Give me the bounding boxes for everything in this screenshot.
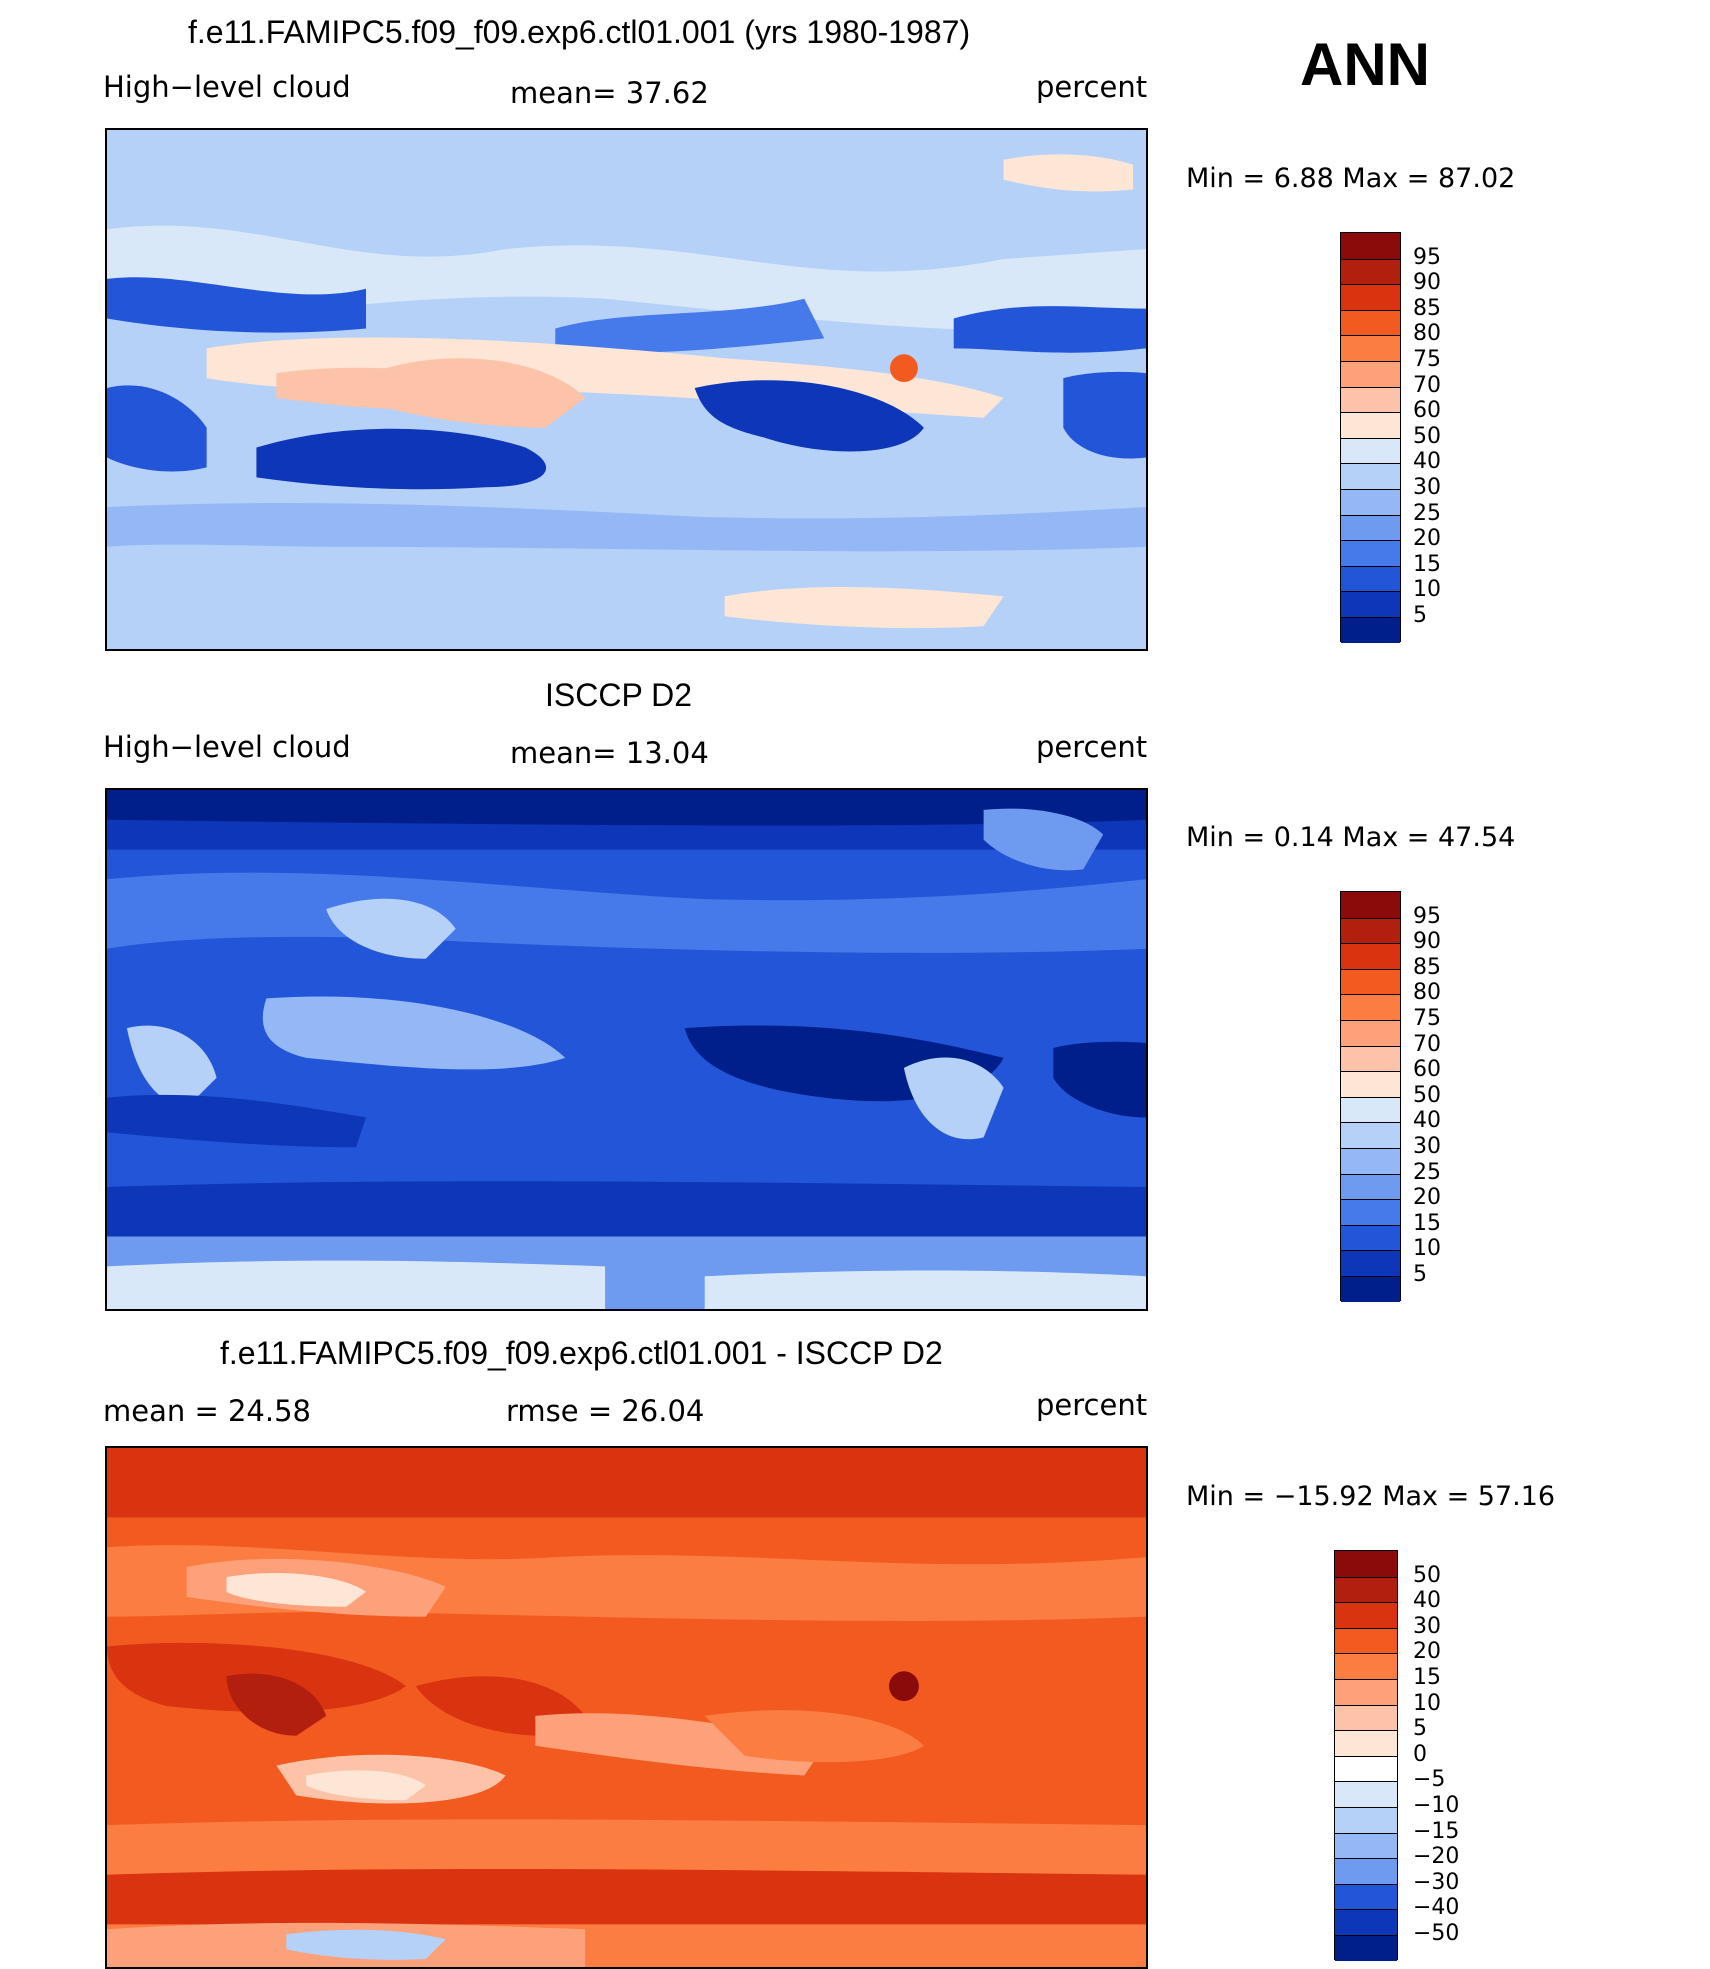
colorbar-tick-label: 50 [1413,1562,1441,1588]
panel-obs-units: percent [1036,730,1148,764]
colorbar-tick-label: −10 [1413,1793,1460,1818]
panel-diff-mean: mean = 24.58 [103,1394,311,1428]
model-cloud-field [107,130,1146,649]
colorbar-tick-label: 5 [1413,603,1427,628]
colorbar-tick-label: 20 [1413,1185,1441,1211]
colorbar-tick-label: 60 [1413,398,1441,424]
colorbar-tick-label: 95 [1413,903,1441,929]
colorbar-tick-label: 40 [1413,449,1441,475]
colorbar-tick-label: 95 [1413,244,1441,270]
diff-cloud-field [107,1448,1146,1967]
colorbar-tick-label: 30 [1413,1613,1441,1639]
colorbar-tick-label: 75 [1413,1006,1441,1031]
panel-obs-title: ISCCP D2 [545,677,693,713]
obs-cloud-field [107,790,1146,1309]
panel-obs-variable: High−level cloud [103,730,351,764]
colorbar-tick-label: 80 [1413,980,1441,1006]
colorbar-tick-label: 30 [1413,475,1441,500]
colorbar-tick-label: −30 [1413,1869,1460,1895]
panel-model-units: percent [1036,70,1148,104]
colorbar-tick-label: 25 [1413,500,1441,526]
colorbar-tick-label: 60 [1413,1057,1441,1083]
colorbar-tick-label: −20 [1413,1844,1460,1870]
colorbar-tick-label: 20 [1413,526,1441,552]
colorbar-tick-label: 85 [1413,295,1441,321]
panel-diff-rmse: rmse = 26.04 [506,1394,705,1428]
colorbar-tick-label: 85 [1413,954,1441,980]
colorbar-tick-label: 70 [1413,1031,1441,1057]
colorbar-tick-label: 10 [1413,1236,1441,1262]
colorbar-tick-label: 40 [1413,1108,1441,1134]
panel-model-title: f.e11.FAMIPC5.f09_f09.exp6.ctl01.001 (yr… [188,14,971,50]
panel-diff-minmax: Min = −15.92 Max = 57.16 [1186,1481,1556,1512]
colorbar-tick-label: 40 [1413,1588,1441,1614]
colorbar-tick-label: 50 [1413,423,1441,449]
panel-obs-mean: mean= 13.04 [510,736,709,770]
colorbar-tick-label: −15 [1413,1818,1460,1844]
panel-diff-title: f.e11.FAMIPC5.f09_f09.exp6.ctl01.001 - I… [220,1335,943,1371]
colorbar-tick-label: 5 [1413,1262,1427,1287]
colorbar-tick-label: 20 [1413,1639,1441,1665]
colorbar-tick-label: 15 [1413,1210,1441,1236]
colorbar-tick-label: 70 [1413,372,1441,398]
colorbar-tick-label: 15 [1413,1665,1441,1690]
colorbar-tick-label: 50 [1413,1082,1441,1108]
panel-obs-map [105,788,1148,1311]
colorbar-tick-label: 10 [1413,1690,1441,1716]
panel-model-mean: mean= 37.62 [510,76,709,110]
panel-diff-colorbar [1334,1550,1398,1961]
panel-model-minmax: Min = 6.88 Max = 87.02 [1186,163,1516,194]
colorbar-tick-label: −5 [1413,1767,1446,1793]
panel-model-map [105,128,1148,651]
colorbar-tick-label: 90 [1413,929,1441,955]
colorbar-tick-label: 15 [1413,551,1441,577]
colorbar-tick-label: 75 [1413,347,1441,372]
colorbar-tick-label: 80 [1413,321,1441,347]
colorbar-tick-label: −40 [1413,1895,1460,1921]
panel-obs-minmax: Min = 0.14 Max = 47.54 [1186,822,1516,853]
colorbar-tick-label: 10 [1413,577,1441,603]
panel-obs-colorbar [1340,891,1401,1302]
colorbar-tick-label: 30 [1413,1134,1441,1159]
panel-model-variable: High−level cloud [103,70,351,104]
colorbar-tick-label: 25 [1413,1159,1441,1185]
colorbar-tick-label: 5 [1413,1716,1427,1742]
panel-diff-units: percent [1036,1388,1148,1422]
panel-diff-map [105,1446,1148,1969]
colorbar-tick-label: 90 [1413,270,1441,296]
colorbar-tick-label: 0 [1413,1741,1427,1767]
colorbar-tick-label: −50 [1413,1921,1460,1946]
season-label: ANN [1300,31,1430,98]
panel-model-colorbar [1340,232,1401,643]
